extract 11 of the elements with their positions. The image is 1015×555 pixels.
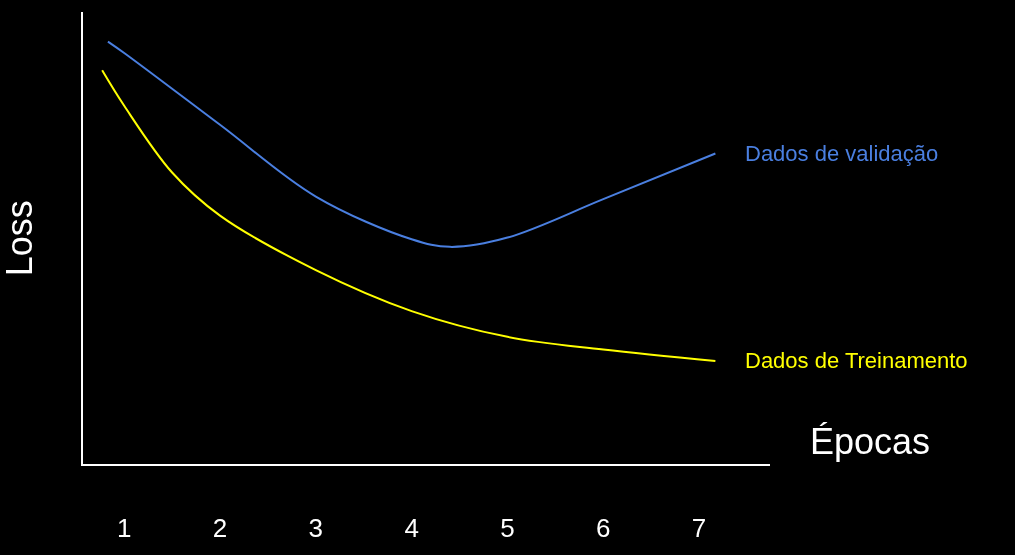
x-tick-label: 2 [212,513,228,544]
x-tick-label: 3 [308,513,324,544]
y-axis-title: Loss [0,200,41,277]
series-label: Dados de Treinamento [745,348,968,373]
x-tick-label: 5 [500,513,515,544]
x-tick-label: 7 [691,513,707,544]
x-tick-label: 6 [596,513,611,544]
series-label: Dados de validação [745,141,939,166]
x-axis-title: Épocas [810,421,931,462]
x-tick-label: 1 [116,513,132,544]
x-tick-label: 4 [404,513,419,544]
